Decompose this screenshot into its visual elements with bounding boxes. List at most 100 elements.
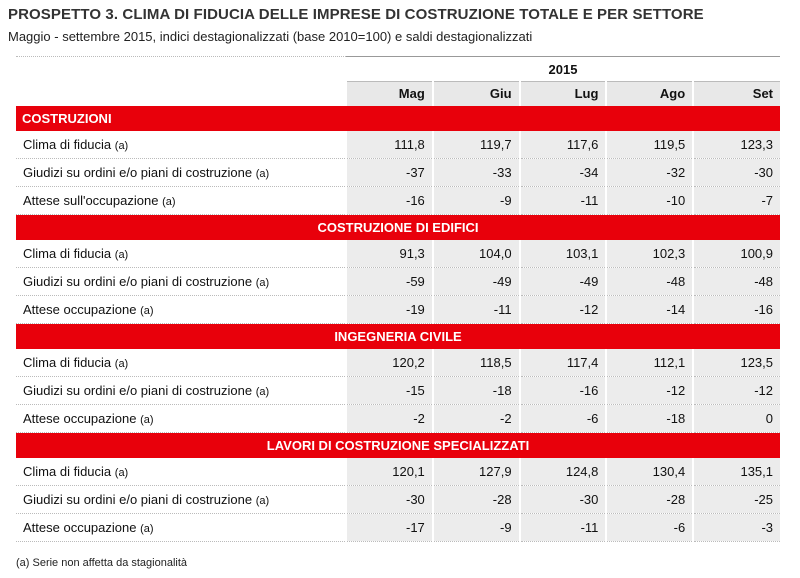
row-label: Attese occupazione [23,411,137,426]
row-note: (a) [114,466,129,479]
row-label-cell: Clima di fiducia (a) [16,239,346,268]
section-title: COSTRUZIONE DI EDIFICI [16,214,781,240]
table-row: Giudizi su ordini e/o piani di costruzio… [16,376,781,405]
value-cell: 119,5 [605,130,694,159]
value-cell: -30 [692,158,781,187]
section-header-row: COSTRUZIONE DI EDIFICI [16,214,781,240]
value-cell: -49 [518,267,607,296]
row-label: Attese occupazione [23,302,137,317]
month-header: Ago [605,81,694,106]
row-label: Clima di fiducia [23,463,112,479]
value-cell: 118,5 [431,348,520,377]
table-row: Attese occupazione (a) -2 -2 -6 -18 0 [16,404,781,433]
table-row: Clima di fiducia (a) 111,8 119,7 117,6 119,5… [16,130,781,159]
value-cell: -12 [605,376,694,405]
value-cell: -18 [605,404,694,433]
value-cell: -11 [518,186,607,215]
row-label-cell: Giudizi su ordini e/o piani di costruzio… [16,376,346,405]
row-label-cell: Clima di fiducia (a) [16,348,346,377]
value-cell: 135,1 [692,457,781,486]
value-cell: -2 [431,404,520,433]
row-note: (a) [140,414,154,426]
year-header: 2015 [346,56,781,82]
value-cell: -11 [518,513,607,542]
value-cell: -15 [345,376,433,405]
row-label-cell: Attese sull'occupazione (a) [16,186,346,215]
value-cell: -3 [692,513,781,542]
value-cell: -6 [605,513,694,542]
value-cell: -17 [345,513,433,542]
row-label-cell: Giudizi su ordini e/o piani di costruzio… [16,267,346,296]
value-cell: 120,2 [345,348,433,377]
row-label-cell: Attese occupazione (a) [16,404,346,433]
row-label: Attese sull'occupazione [23,193,159,208]
value-cell: -10 [605,186,694,215]
month-header: Lug [518,81,607,106]
value-cell: -33 [431,158,520,187]
section-header-row: COSTRUZIONI [16,105,781,131]
footnote: (a) Serie non affetta da stagionalità [16,557,188,569]
table-row: Clima di fiducia (a) 91,3 104,0 103,1 102,3 1… [16,239,781,268]
value-cell: -49 [431,267,520,296]
row-label-cell: Clima di fiducia (a) [16,130,346,159]
row-label-cell: Giudizi su ordini e/o piani di costruzio… [16,158,346,187]
row-label: Clima di fiducia [23,245,112,261]
value-cell: -11 [431,295,520,324]
value-cell: -6 [518,404,607,433]
document-subtitle: Maggio - settembre 2015, indici destagio… [8,29,533,44]
table-row: Attese sull'occupazione (a) -16 -9 -11 -10 -7 [16,186,781,215]
value-cell: 104,0 [431,239,520,268]
row-note: (a) [255,277,270,289]
month-header-row: Mag Giu Lug Ago Set [16,81,781,106]
confidence-table: 2015 Mag Giu Lug Ago Set COSTRUZIONI Clim… [16,56,781,542]
row-label: Giudizi su ordini e/o piani di costruzio… [23,383,253,398]
value-cell: -2 [345,404,433,433]
value-cell: 102,3 [605,239,694,268]
value-cell: 117,4 [518,348,607,377]
row-label-cell: Attese occupazione (a) [16,513,346,542]
value-cell: 103,1 [518,239,607,268]
value-cell: 127,9 [431,457,520,486]
row-label: Giudizi su ordini e/o piani di costruzio… [23,274,253,289]
row-note: (a) [162,196,176,208]
value-cell: -30 [345,485,433,514]
table-row: Giudizi su ordini e/o piani di costruzio… [16,485,781,514]
month-header: Giu [431,81,520,106]
value-cell: -32 [605,158,694,187]
row-label: Giudizi su ordini e/o piani di costruzio… [23,492,253,507]
row-note: (a) [114,357,129,370]
section-title: LAVORI DI COSTRUZIONE SPECIALIZZATI [16,432,781,458]
table-row: Giudizi su ordini e/o piani di costruzio… [16,158,781,187]
value-cell: -48 [605,267,694,296]
row-note: (a) [140,305,154,317]
value-cell: -12 [692,376,781,405]
row-label: Giudizi su ordini e/o piani di costruzio… [23,165,253,180]
value-cell: 91,3 [345,239,433,268]
value-cell: -14 [605,295,694,324]
value-cell: -19 [345,295,433,324]
value-cell: -59 [345,267,433,296]
row-note: (a) [140,523,154,535]
value-cell: 100,9 [692,239,781,268]
row-note: (a) [255,495,270,507]
value-cell: 119,7 [431,130,520,159]
table-row: Clima di fiducia (a) 120,2 118,5 117,4 112,1… [16,348,781,377]
value-cell: -12 [518,295,607,324]
value-cell: 124,8 [518,457,607,486]
value-cell: 130,4 [605,457,694,486]
value-cell: -9 [431,186,520,215]
row-note: (a) [114,248,129,261]
row-label: Clima di fiducia [23,136,112,152]
table-row: Clima di fiducia (a) 120,1 127,9 124,8 130,4… [16,457,781,486]
value-cell: -7 [692,186,781,215]
section-header-row: LAVORI DI COSTRUZIONE SPECIALIZZATI [16,432,781,458]
row-note: (a) [255,386,270,398]
value-cell: -16 [518,376,607,405]
header-spacer [16,81,346,106]
table-body: 2015 Mag Giu Lug Ago Set COSTRUZIONI Clim… [16,56,781,542]
row-note: (a) [114,139,129,152]
year-header-row: 2015 [16,56,781,82]
value-cell: 123,3 [692,130,781,159]
value-cell: 120,1 [345,457,433,486]
row-label: Attese occupazione [23,520,137,535]
